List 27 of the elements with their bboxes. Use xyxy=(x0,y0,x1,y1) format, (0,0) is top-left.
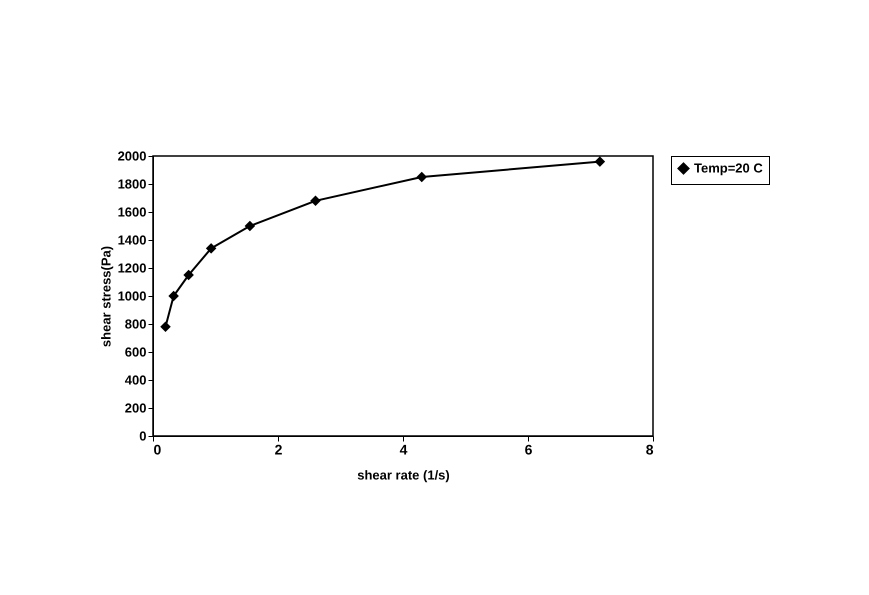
x-tick-label: 2 xyxy=(274,442,283,458)
y-tick-label: 1200 xyxy=(118,260,146,276)
y-tick-label: 2000 xyxy=(118,148,146,164)
y-tick-label: 0 xyxy=(139,428,146,444)
y-tick-label: 1600 xyxy=(118,204,146,220)
y-tick-label: 800 xyxy=(124,316,146,332)
x-axis-title: shear rate (1/s) xyxy=(357,468,450,482)
y-axis-title: shear stress(Pa) xyxy=(98,246,114,348)
x-tick-label: 8 xyxy=(646,442,654,458)
y-tick-label: 200 xyxy=(124,400,146,416)
point xyxy=(168,290,179,302)
point xyxy=(416,172,427,182)
point xyxy=(244,220,256,232)
point xyxy=(183,270,194,280)
y-tick-label: 1000 xyxy=(118,288,146,304)
y-tick-label: 600 xyxy=(124,344,146,360)
x-tick-label: 6 xyxy=(524,442,533,458)
point xyxy=(160,322,171,332)
point xyxy=(594,156,606,167)
point xyxy=(310,196,321,206)
y-tick-label: 1800 xyxy=(118,176,146,192)
x-tick-label: 0 xyxy=(154,442,162,458)
legend-label: Temp=20 C xyxy=(694,160,764,176)
y-tick-label: 1400 xyxy=(118,232,146,248)
x-tick-label: 4 xyxy=(400,442,408,458)
point xyxy=(206,243,216,254)
y-tick-label: 400 xyxy=(124,372,146,388)
